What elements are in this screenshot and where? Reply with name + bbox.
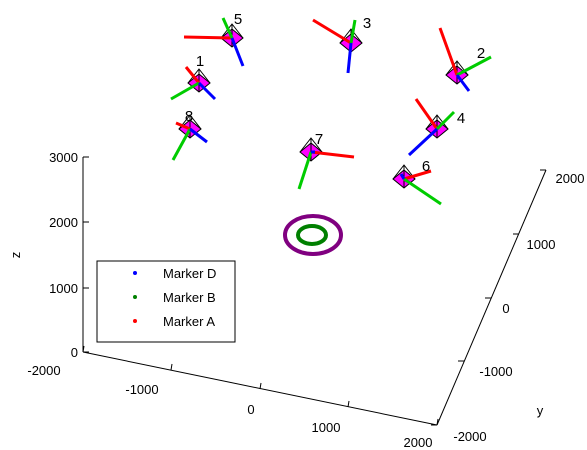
camera-z-axis xyxy=(407,127,439,157)
camera-label: 1 xyxy=(196,53,204,70)
y-tick-label: -2000 xyxy=(453,429,486,444)
legend-marker xyxy=(133,319,137,323)
camera-z-axis xyxy=(399,173,406,180)
z-tick-label: 3000 xyxy=(49,150,78,165)
z-tick-label: 0 xyxy=(71,345,78,360)
trajectory-ring xyxy=(283,214,343,256)
legend: Marker D Marker B Marker A xyxy=(96,260,236,343)
camera-label: 4 xyxy=(457,110,465,127)
camera-x-axis xyxy=(403,169,432,181)
camera-layer: 1 2 3 4 5 6 7 8 xyxy=(170,11,492,206)
camera-x-axis xyxy=(312,18,352,45)
camera-y-axis xyxy=(435,110,456,131)
x-tick-label: 0 xyxy=(247,402,254,417)
camera-y-axis xyxy=(456,55,492,77)
camera-x-axis xyxy=(175,121,191,131)
legend-box xyxy=(96,260,236,343)
camera-x-axis xyxy=(310,150,355,159)
camera-z-axis xyxy=(189,127,208,144)
y-axis-label: y xyxy=(537,403,544,418)
camera-x-axis xyxy=(183,35,233,40)
camera-label: 5 xyxy=(234,11,242,28)
camera-y-axis xyxy=(171,128,192,161)
y-tick-label: -1000 xyxy=(479,364,512,379)
camera-7: 7 xyxy=(297,131,355,190)
trajectory-layer xyxy=(283,214,343,256)
camera-x-axis xyxy=(184,66,201,84)
x-tick xyxy=(347,400,350,408)
camera-z-axis xyxy=(455,74,471,92)
camera-x-axis xyxy=(414,98,439,130)
y-axis-line xyxy=(436,169,547,426)
camera-4: 4 xyxy=(407,98,465,157)
z-axis-label: z xyxy=(8,252,23,259)
camera-5: 5 xyxy=(183,11,245,67)
camera-y-axis xyxy=(221,17,234,39)
x-tick-label: -2000 xyxy=(27,363,60,378)
camera-2: 2 xyxy=(438,27,492,92)
camera-label: 6 xyxy=(422,158,430,175)
y-tick-label: 1000 xyxy=(527,237,556,252)
camera-label: 8 xyxy=(185,108,193,125)
z-tick-label: 2000 xyxy=(49,215,78,230)
legend-entry-label: Marker B xyxy=(163,290,216,305)
camera-6: 6 xyxy=(392,158,442,206)
x-tick-label: -1000 xyxy=(125,382,158,397)
camera-z-axis xyxy=(346,42,353,74)
camera-x-axis xyxy=(438,27,459,76)
legend-entry-label: Marker D xyxy=(163,266,216,281)
ticks-layer: 0 1000 2000 3000 -2000 -1000 0 1000 2000 -2000 -10… xyxy=(8,150,584,450)
x-tick xyxy=(170,363,173,371)
camera-z-axis xyxy=(197,81,217,101)
x-tick-label: 2000 xyxy=(404,435,433,450)
camera-y-axis xyxy=(349,19,357,44)
camera-y-axis xyxy=(403,177,442,206)
camera-y-axis xyxy=(297,151,313,190)
camera-z-axis xyxy=(230,37,245,67)
legend-marker xyxy=(133,271,137,275)
camera-label: 2 xyxy=(477,45,485,62)
x-tick-label: 1000 xyxy=(312,420,341,435)
camera-label: 7 xyxy=(315,131,323,148)
x-tick xyxy=(259,382,262,390)
camera-y-axis xyxy=(170,81,200,101)
camera-label: 3 xyxy=(363,15,371,32)
trajectory-ring xyxy=(296,224,328,246)
z-tick-label: 1000 xyxy=(49,281,78,296)
y-tick-label: 2000 xyxy=(556,171,585,186)
camera-1: 1 xyxy=(170,53,217,101)
y-tick-label: 0 xyxy=(502,301,509,316)
camera-3: 3 xyxy=(312,15,371,74)
legend-marker xyxy=(133,295,137,299)
x-tick xyxy=(82,345,85,353)
legend-entry-label: Marker A xyxy=(163,314,215,329)
camera-8: 8 xyxy=(171,108,208,161)
x-tick xyxy=(436,418,439,426)
